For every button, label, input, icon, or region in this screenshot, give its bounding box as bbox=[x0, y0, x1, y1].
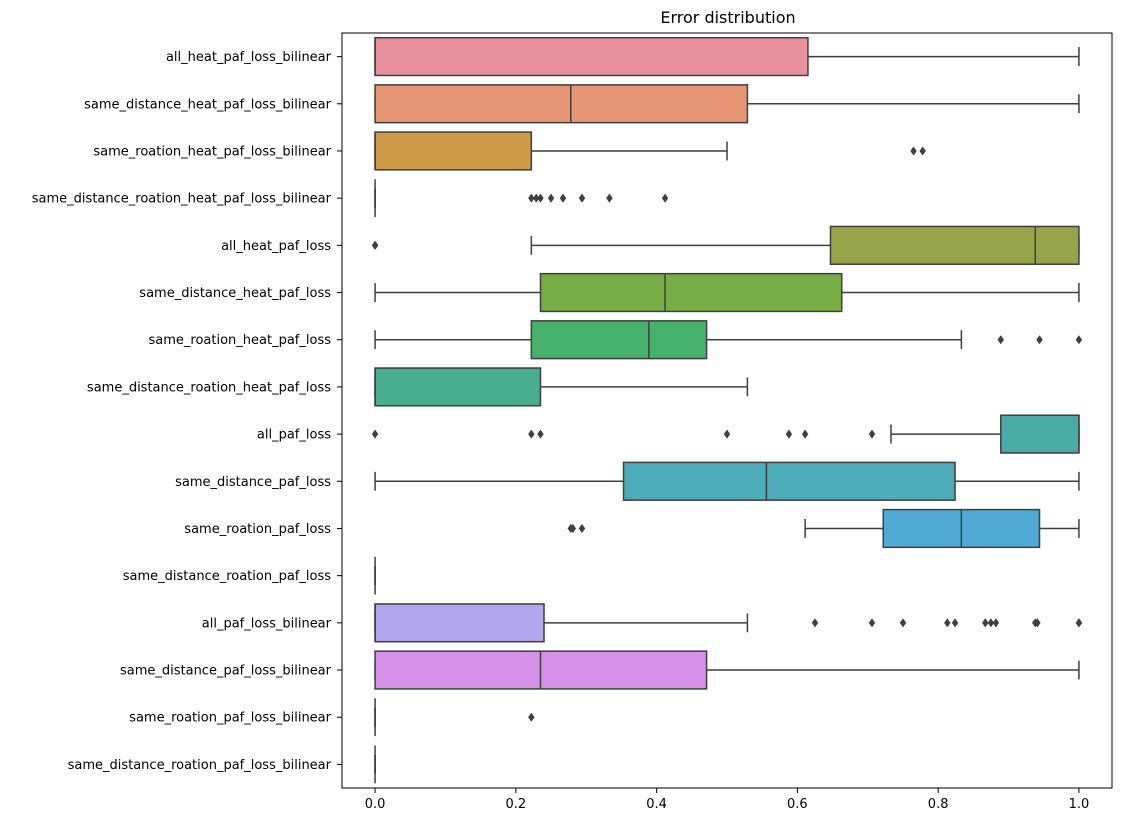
category-label: same_distance_roation_paf_loss_bilinear bbox=[68, 758, 332, 773]
iqr-box bbox=[829, 225, 1080, 265]
box-row bbox=[374, 461, 1080, 501]
category-label: all_paf_loss_bilinear bbox=[202, 616, 332, 631]
box-row bbox=[374, 131, 926, 171]
outlier-point bbox=[997, 335, 1005, 345]
outlier-point bbox=[1075, 335, 1083, 345]
box-row bbox=[374, 367, 749, 407]
category-label: same_distance_roation_heat_paf_loss bbox=[87, 380, 331, 395]
box-row bbox=[567, 508, 1080, 549]
outlier-point bbox=[661, 193, 669, 203]
outlier-point bbox=[578, 523, 586, 534]
iqr-box bbox=[374, 84, 749, 124]
iqr-box bbox=[374, 36, 809, 77]
outlier-point bbox=[537, 429, 544, 439]
outlier-point bbox=[528, 193, 535, 203]
box-row bbox=[374, 272, 1080, 313]
outlier-point bbox=[578, 193, 586, 203]
outlier-point bbox=[951, 618, 959, 628]
category-label: same_distance_heat_paf_loss_bilinear bbox=[84, 97, 331, 112]
outlier-point bbox=[1036, 335, 1043, 345]
x-tick-label: 0.0 bbox=[365, 797, 386, 812]
outlier-point bbox=[569, 523, 577, 534]
box-row bbox=[374, 650, 1080, 690]
outlier-point bbox=[801, 429, 809, 439]
category-label: same_distance_paf_loss bbox=[175, 475, 331, 490]
box-row bbox=[374, 698, 535, 737]
outlier-point bbox=[528, 429, 535, 439]
category-label: same_distance_roation_paf_loss bbox=[123, 569, 332, 584]
iqr-box bbox=[374, 131, 533, 171]
outlier-point bbox=[606, 193, 613, 203]
box-row bbox=[374, 320, 1083, 360]
category-label: same_roation_paf_loss bbox=[184, 522, 331, 537]
outlier-point bbox=[868, 429, 876, 439]
outlier-point bbox=[987, 618, 995, 628]
outlier-point bbox=[547, 193, 555, 203]
x-tick-label: 0.8 bbox=[928, 797, 949, 812]
box-row bbox=[374, 84, 1080, 124]
category-label: all_heat_paf_loss bbox=[221, 239, 331, 254]
outlier-point bbox=[919, 146, 926, 156]
outlier-point bbox=[537, 193, 544, 203]
x-tick-label: 0.4 bbox=[646, 797, 667, 812]
x-tick-label: 0.6 bbox=[787, 797, 808, 812]
box-row bbox=[374, 36, 1080, 77]
outlier-point bbox=[944, 618, 951, 628]
x-tick-label: 1.0 bbox=[1069, 797, 1090, 812]
x-axis-ticks: 0.0 0.2 0.4 0.6 0.8 1.0 bbox=[365, 788, 1090, 812]
iqr-box bbox=[530, 320, 708, 360]
category-label: same_distance_roation_heat_paf_loss_bili… bbox=[32, 192, 332, 207]
iqr-box bbox=[374, 603, 545, 643]
iqr-box bbox=[622, 461, 956, 501]
category-label: all_heat_paf_loss_bilinear bbox=[166, 50, 332, 65]
boxes-layer bbox=[371, 36, 1083, 784]
box-row bbox=[374, 603, 1083, 643]
category-label: same_roation_heat_paf_loss_bilinear bbox=[93, 144, 331, 159]
outlier-point bbox=[1075, 618, 1083, 628]
iqr-box bbox=[539, 272, 843, 313]
outlier-point bbox=[528, 712, 535, 722]
plot-frame bbox=[341, 32, 1113, 789]
category-label: same_roation_paf_loss_bilinear bbox=[129, 711, 331, 726]
category-labels: all_heat_paf_loss_bilinear same_distance_… bbox=[32, 50, 342, 773]
outlier-point bbox=[811, 618, 819, 628]
outlier-point bbox=[910, 146, 917, 156]
iqr-box bbox=[374, 367, 542, 407]
outlier-point bbox=[1034, 618, 1041, 628]
category-label: all_paf_loss bbox=[257, 428, 331, 443]
category-label: same_distance_paf_loss_bilinear bbox=[120, 664, 332, 679]
outlier-point bbox=[559, 193, 567, 203]
outlier-point bbox=[371, 429, 379, 439]
outlier-point bbox=[982, 618, 989, 628]
box-row bbox=[371, 414, 1080, 454]
chart-title: Error distribution bbox=[660, 8, 795, 27]
x-tick-label: 0.2 bbox=[506, 797, 527, 812]
outlier-point bbox=[371, 240, 379, 250]
outlier-point bbox=[899, 618, 907, 628]
outlier-point bbox=[723, 429, 731, 439]
box-row bbox=[374, 179, 669, 218]
iqr-box bbox=[1000, 414, 1080, 454]
category-label: same_roation_heat_paf_loss bbox=[149, 333, 332, 348]
category-label: same_distance_heat_paf_loss bbox=[139, 286, 331, 301]
box-row bbox=[371, 225, 1080, 265]
outlier-point bbox=[868, 618, 876, 628]
outlier-point bbox=[992, 618, 1000, 628]
outlier-point bbox=[785, 429, 793, 439]
